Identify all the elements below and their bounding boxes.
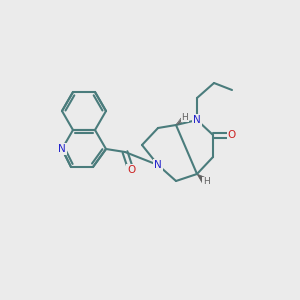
Text: N: N xyxy=(193,115,201,125)
Text: N: N xyxy=(58,144,66,154)
Text: O: O xyxy=(228,130,236,140)
Text: O: O xyxy=(127,165,135,175)
Text: H: H xyxy=(202,178,209,187)
Polygon shape xyxy=(197,174,207,184)
Text: H: H xyxy=(182,112,188,122)
Text: N: N xyxy=(154,160,162,170)
